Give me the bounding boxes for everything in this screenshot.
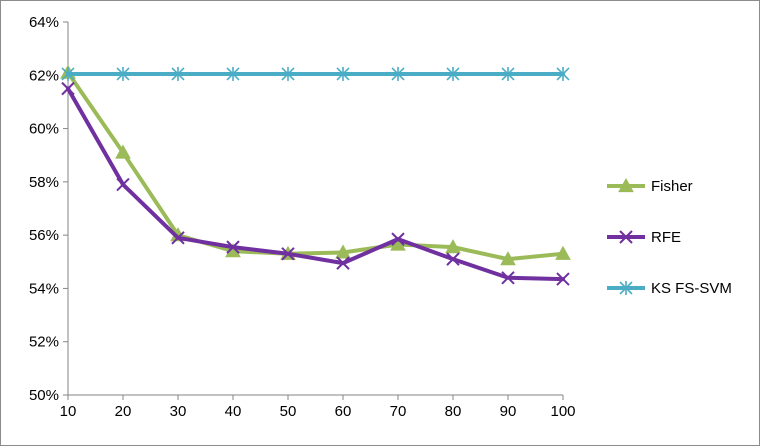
y-tick-label: 62% (29, 67, 59, 84)
data-point-rfe (446, 252, 460, 266)
data-point-fisher (115, 144, 131, 159)
data-point-ks-fs-svm (171, 66, 185, 81)
x-tick-label: 60 (335, 403, 352, 420)
data-point-rfe (556, 272, 570, 286)
x-tick-label: 10 (60, 403, 77, 420)
data-point-ks-fs-svm (226, 66, 240, 81)
data-point-rfe (171, 231, 185, 245)
data-point-rfe (281, 247, 295, 261)
x-tick-label: 80 (445, 403, 462, 420)
legend-entry-ks-fs-svm: KS FS-SVM (607, 280, 732, 297)
y-tick-label: 52% (29, 334, 59, 351)
legend-label: KS FS-SVM (651, 280, 732, 297)
legend: Fisher RFE KS FS-SVM (607, 177, 732, 297)
x-tick-label: 100 (550, 403, 575, 420)
data-point-ks-fs-svm (446, 66, 460, 81)
data-point-ks-fs-svm (501, 66, 515, 81)
legend-entry-rfe: RFE (607, 229, 681, 246)
data-point-ks-fs-svm (336, 66, 350, 81)
axes: 50% 52% 54% 56% 58% 60% 62% 64% 10 20 30 40 50 60 70 80… (29, 14, 576, 420)
legend-entry-fisher: Fisher (607, 177, 693, 195)
data-point-rfe (116, 177, 130, 192)
data-point-rfe (226, 240, 240, 254)
series-line-rfe (66, 86, 565, 282)
x-tick-label: 30 (170, 403, 187, 420)
legend-marker (619, 230, 633, 244)
data-point-ks-fs-svm (281, 66, 295, 81)
series-rfe (61, 81, 570, 286)
series-ks-fs-svm (61, 66, 570, 81)
y-tick-label: 50% (29, 387, 59, 404)
x-tick-label: 70 (390, 403, 407, 420)
y-tick-label: 60% (29, 121, 59, 138)
legend-label: RFE (651, 229, 681, 246)
data-point-fisher (335, 244, 351, 259)
x-tick-label: 40 (225, 403, 242, 420)
data-point-rfe (61, 81, 75, 96)
data-point-fisher (500, 251, 516, 266)
data-point-fisher (445, 239, 461, 254)
data-point-ks-fs-svm (61, 66, 75, 81)
data-point-rfe (501, 271, 515, 285)
y-tick-label: 54% (29, 280, 59, 297)
series-fisher (60, 64, 571, 266)
data-point-rfe (336, 256, 350, 270)
y-tick-label: 56% (29, 227, 59, 244)
series-line-fisher (66, 70, 565, 262)
series-layer (60, 64, 571, 286)
legend-marker (619, 281, 633, 295)
x-tick-label: 90 (500, 403, 517, 420)
data-point-ks-fs-svm (391, 66, 405, 81)
legend-label: Fisher (651, 178, 693, 195)
y-tick-label: 64% (29, 14, 59, 31)
data-point-rfe (391, 232, 405, 246)
y-tick-label: 58% (29, 174, 59, 191)
legend-marker (618, 177, 634, 193)
data-point-ks-fs-svm (556, 66, 570, 81)
x-tick-label: 20 (115, 403, 132, 420)
data-point-ks-fs-svm (116, 66, 130, 81)
x-tick-label: 50 (280, 403, 297, 420)
data-point-fisher (555, 245, 571, 260)
